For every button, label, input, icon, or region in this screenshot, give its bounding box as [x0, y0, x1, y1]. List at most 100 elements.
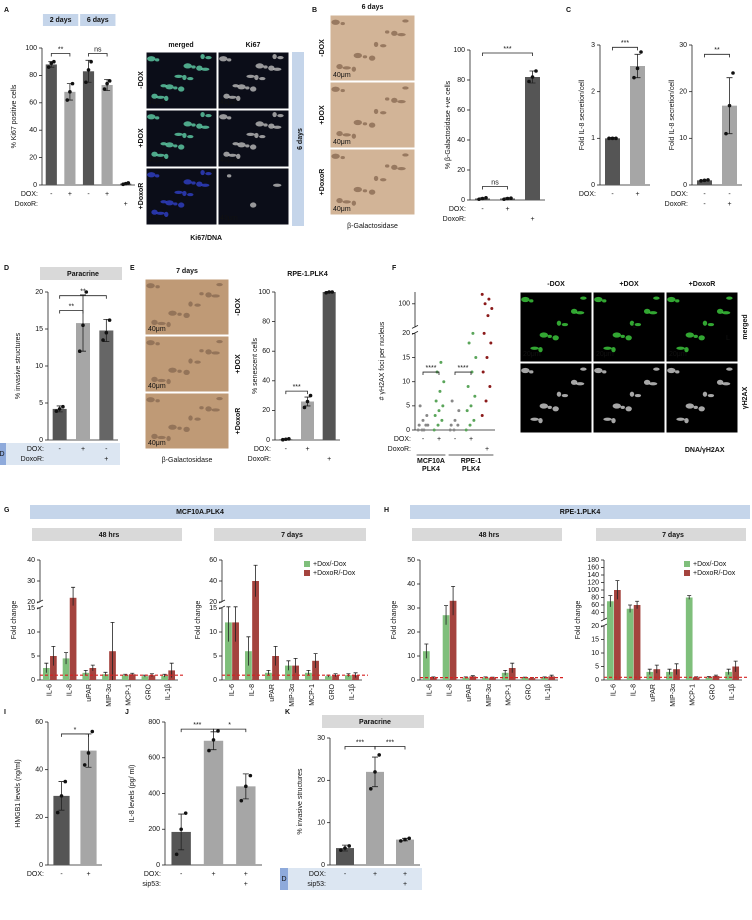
y-tick-label: 100 — [25, 45, 37, 52]
sig-bracket — [61, 733, 89, 737]
cell — [625, 335, 632, 341]
y-tick-label: 10 — [402, 379, 410, 386]
data-point — [453, 418, 457, 422]
cell — [194, 303, 201, 307]
y-tick-label: 15 — [209, 605, 217, 612]
cell — [521, 296, 530, 303]
data-point — [530, 75, 535, 79]
data-point — [302, 405, 307, 410]
data-point — [107, 79, 112, 83]
x-tick-label: MCP-1 — [506, 684, 513, 706]
cell — [643, 308, 651, 314]
row-value: - — [454, 436, 457, 443]
data-point — [102, 87, 107, 91]
cell — [667, 296, 676, 303]
data-point — [239, 798, 244, 803]
y-tick-label: 160 — [587, 564, 599, 571]
bar — [521, 677, 529, 680]
x-tick-label: uPAR — [86, 684, 93, 702]
data-point — [418, 404, 422, 408]
cell — [205, 114, 212, 118]
stain-label: β-Galactosidase — [162, 457, 213, 464]
y-tick-label: 100 — [398, 301, 410, 308]
bar — [653, 669, 661, 680]
cell — [530, 417, 539, 421]
row-value: + — [505, 206, 509, 213]
cell — [368, 55, 376, 61]
row-value: - — [728, 191, 731, 198]
x-tick-label: IL-8 — [630, 684, 637, 696]
cell — [201, 183, 210, 187]
scale-label: 20μm — [669, 351, 687, 358]
cell — [612, 403, 621, 409]
y-tick-label: 0 — [406, 427, 410, 434]
cell — [259, 76, 266, 81]
group-label: RPE-1 — [461, 458, 482, 465]
cell — [168, 310, 177, 316]
column-label: +DOX — [619, 281, 639, 288]
y-tick-label: 140 — [587, 572, 599, 579]
bar — [161, 675, 168, 680]
data-point — [183, 811, 188, 815]
y-tick-label: 15 — [402, 354, 410, 361]
tag-label: D — [0, 451, 5, 458]
axis-break — [218, 599, 226, 610]
cell — [154, 174, 160, 178]
cell — [351, 200, 357, 206]
bar — [633, 605, 641, 680]
bar — [685, 597, 693, 680]
micrograph — [145, 109, 218, 168]
row-value: + — [485, 446, 489, 453]
cell — [249, 86, 257, 92]
y-tick-label: 30 — [317, 735, 325, 742]
row-label: DOX: — [254, 446, 271, 453]
cell — [373, 175, 379, 182]
row-value: + — [437, 436, 441, 443]
data-point — [90, 729, 95, 734]
data-point — [68, 90, 72, 94]
panel-letter: H — [384, 507, 389, 514]
row-value: + — [81, 446, 85, 453]
cell — [232, 142, 239, 146]
cell — [183, 121, 192, 127]
cell — [726, 296, 733, 300]
error-bar — [713, 674, 718, 677]
y-tick-label: 100 — [258, 289, 270, 296]
bar — [325, 676, 332, 680]
bar — [345, 675, 352, 680]
micrograph — [329, 148, 416, 216]
data-point — [104, 330, 109, 335]
data-point — [731, 71, 735, 75]
data-point — [727, 103, 732, 108]
x-tick-label: MIP-3α — [289, 684, 296, 707]
header-box — [80, 14, 116, 26]
cell — [273, 183, 282, 187]
cell — [362, 122, 368, 126]
bar — [722, 105, 737, 185]
y-tick-label: 0 — [33, 182, 37, 189]
micrograph — [144, 392, 230, 450]
cell — [529, 370, 534, 374]
row-label: DoxoR: — [388, 446, 411, 453]
row-value: + — [530, 216, 534, 223]
y-axis-label: % senescent cells — [252, 337, 259, 394]
cell — [552, 335, 559, 341]
cell — [191, 181, 196, 185]
sig-bracket — [454, 371, 472, 376]
legend-label: +Dox/-Dox — [693, 561, 727, 568]
sig-label: * — [228, 722, 231, 729]
cell — [402, 86, 409, 90]
row-label: DOX: — [144, 871, 161, 878]
bar — [712, 675, 720, 680]
cell — [182, 190, 187, 197]
cell — [237, 142, 246, 148]
cell — [226, 58, 232, 62]
data-point — [287, 437, 291, 441]
data-point — [432, 428, 436, 432]
y-tick-label: 0 — [39, 437, 43, 444]
cell — [653, 296, 660, 300]
error-bar — [706, 676, 711, 679]
micrograph — [592, 291, 666, 363]
cell — [188, 301, 193, 307]
data-point — [480, 292, 484, 296]
